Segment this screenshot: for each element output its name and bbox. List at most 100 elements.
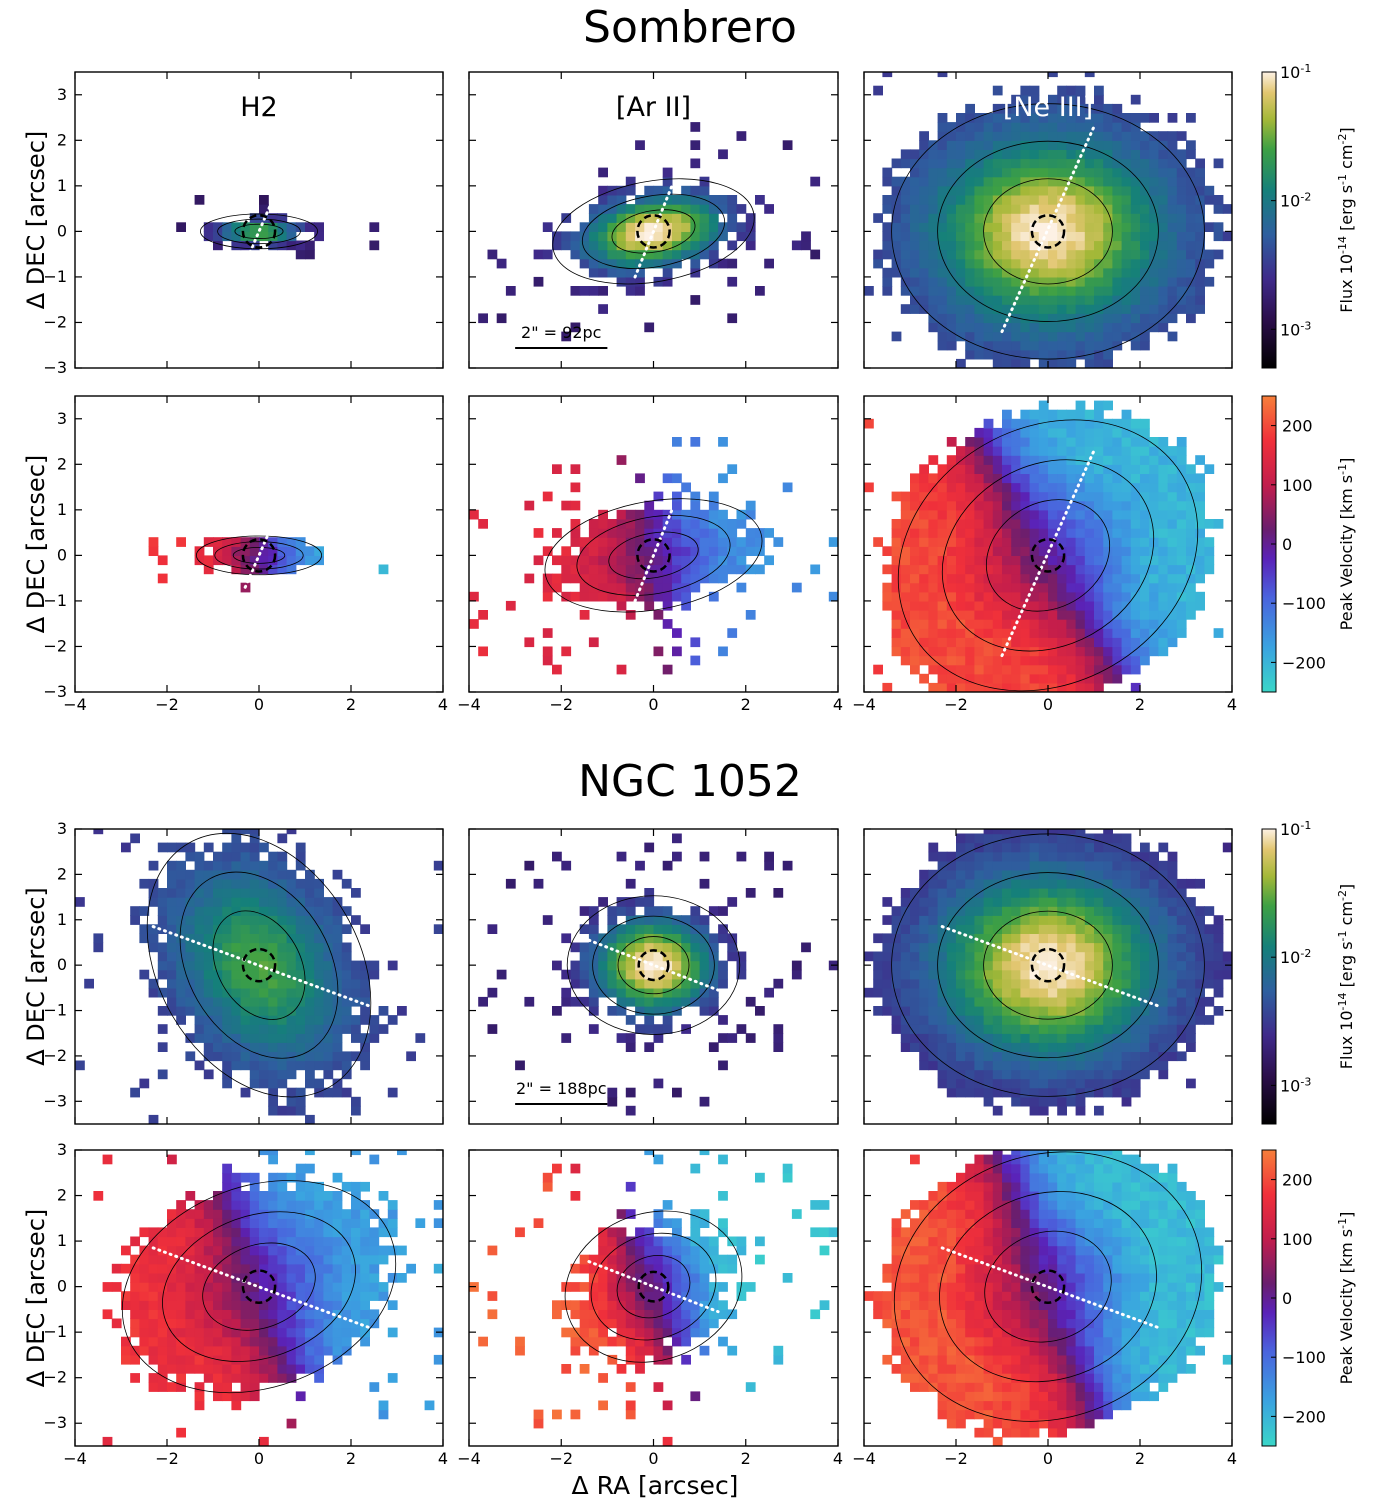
map-pixel [332,1254,343,1265]
map-pixel [1176,455,1187,465]
map-pixel [974,878,985,889]
y-tick-label: −3 [43,358,67,377]
map-pixel [644,1042,655,1052]
map-pixel [946,1060,957,1071]
map-pixel [1213,942,1224,953]
map-pixel [314,1087,324,1098]
map-pixel [1121,409,1132,420]
map-pixel [1020,167,1031,178]
map-pixel [1048,537,1058,547]
map-pixel [1167,978,1178,989]
map-pixel [1038,149,1049,160]
map-pixel [185,1282,196,1292]
map-pixel [662,951,673,962]
map-pixel [148,1327,159,1338]
map-pixel [277,1282,288,1292]
map-pixel [937,322,948,333]
map-pixel [1057,933,1067,944]
map-pixel [1020,1024,1031,1034]
map-pixel [222,897,232,907]
map-pixel [736,204,747,214]
map-pixel [1029,427,1040,438]
map-pixel [708,195,719,205]
map-pixel [286,1254,297,1265]
map-pixel [983,1096,994,1107]
map-pixel [314,1051,324,1062]
map-pixel [1130,582,1141,593]
map-pixel [1103,1015,1113,1025]
map-pixel [277,1300,288,1310]
map-pixel [176,878,186,889]
map-pixel [937,222,948,232]
map-pixel [213,1291,223,1301]
map-pixel [1084,1078,1095,1089]
map-pixel [891,1006,902,1016]
map-pixel [1121,610,1132,620]
map-pixel [295,1263,306,1274]
map-pixel [653,240,664,251]
map-pixel [1176,573,1187,584]
map-pixel [910,628,920,638]
map-pixel [240,1033,251,1043]
map-pixel [1094,140,1104,150]
map-pixel [1048,969,1058,980]
map-pixel [167,1336,177,1347]
map-pixel [1048,673,1058,684]
map-pixel [946,555,957,566]
map-pixel [873,85,883,96]
map-pixel [222,1181,232,1192]
map-pixel [1103,455,1113,465]
map-pixel [882,167,893,178]
map-pixel [983,437,994,447]
map-pixel [928,1051,939,1062]
map-pixel [598,509,608,520]
map-pixel [268,1078,278,1089]
map-pixel [579,555,590,566]
map-pixel [708,555,719,566]
map-pixel [873,1006,883,1016]
map-pixel [524,573,535,584]
map-pixel [708,204,719,214]
map-pixel [992,682,1003,692]
map-pixel [625,537,636,547]
map-pixel [1038,951,1049,962]
map-pixel [937,951,948,962]
map-pixel [588,987,599,998]
map-pixel [1094,833,1104,844]
map-pixel [314,942,324,953]
map-pixel [167,1236,177,1247]
map-pixel [992,249,1003,260]
map-pixel [1167,1015,1178,1025]
map-pixel [286,1200,297,1210]
map-pixel [625,591,636,602]
map-pixel [1057,851,1067,862]
map-pixel [588,519,599,529]
map-pixel [1038,1051,1049,1062]
map-pixel [570,500,581,511]
map-pixel [157,951,168,962]
map-pixel [974,682,985,692]
map-pixel [1020,906,1031,916]
map-pixel [314,951,324,962]
map-pixel [259,1191,269,1201]
map-pixel [1167,446,1178,456]
map-pixel [213,942,223,953]
map-pixel [616,204,627,214]
map-pixel [1011,113,1021,123]
map-pixel [194,1236,205,1247]
map-pixel [910,978,920,989]
map-pixel [1029,240,1040,251]
map-pixel [240,1060,251,1071]
map-pixel [635,286,645,296]
map-pixel [965,951,975,962]
map-pixel [598,573,608,584]
map-pixel [240,1373,251,1383]
map-pixel [1103,555,1113,566]
map-pixel [185,869,196,880]
map-pixel [561,591,572,602]
map-pixel [1130,231,1141,242]
map-pixel [1112,427,1123,438]
y-tick-label: 1 [57,500,67,519]
map-pixel [286,1105,297,1116]
